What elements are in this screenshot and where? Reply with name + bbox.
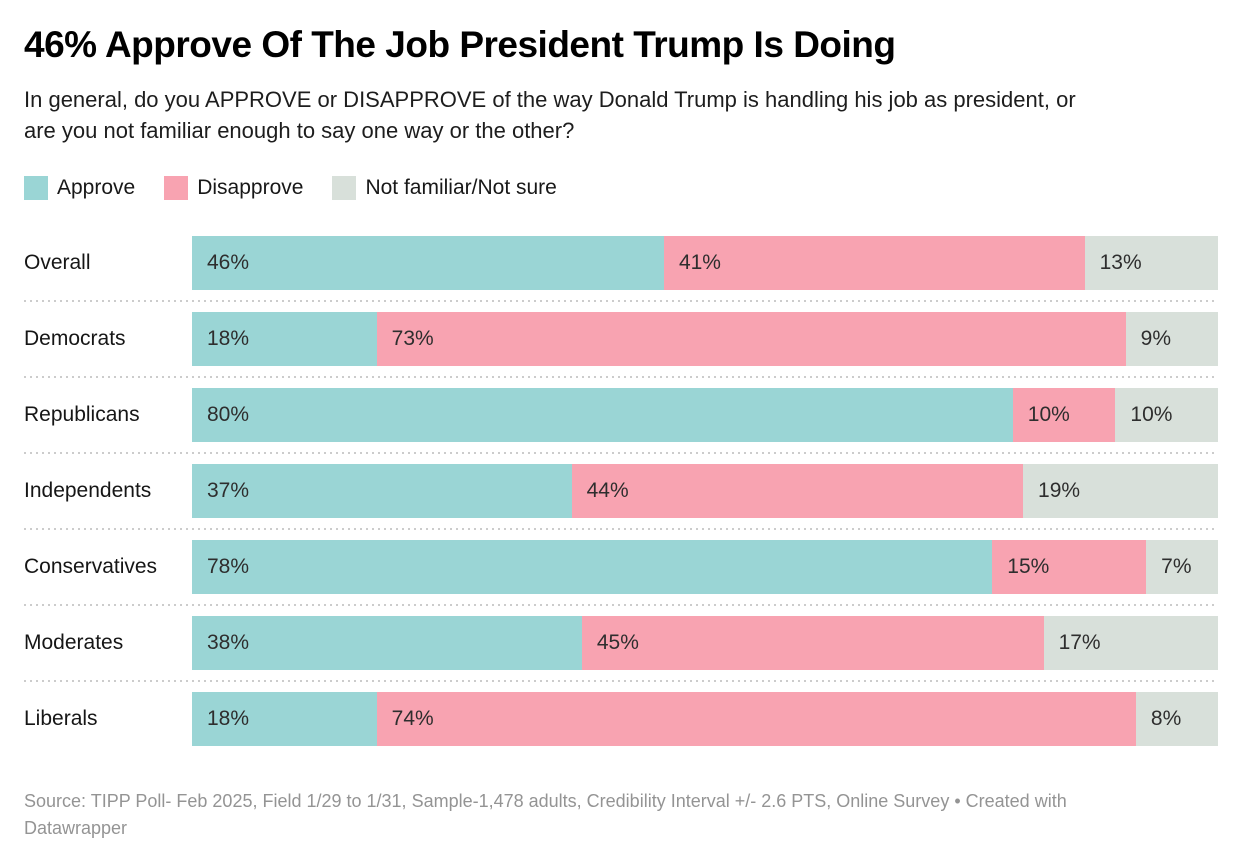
segment-value: 13% (1099, 251, 1142, 274)
segment-value: 78% (207, 555, 250, 578)
segment-disapprove: 73% (376, 312, 1126, 366)
row-separator (24, 594, 1218, 616)
row-separator (24, 366, 1218, 388)
category-label: Overall (24, 251, 91, 274)
segment-not-familiar-not-sure: 13% (1084, 236, 1218, 290)
segment-value: 73% (391, 327, 434, 350)
segment-not-familiar-not-sure: 9% (1125, 312, 1218, 366)
segment-value: 41% (678, 251, 721, 274)
stacked-bar: 18% 73% 9% (192, 312, 1218, 366)
datawrapper-attribution[interactable]: Created with Datawrapper (24, 791, 1067, 838)
row-separator (24, 518, 1218, 540)
segment-value: 10% (1027, 403, 1070, 426)
stacked-bar-chart: Overall 46% 41% 13% Democrats 18% 73% 9% Republi… (24, 236, 1218, 746)
row-separator (24, 670, 1218, 692)
segment-value: 44% (586, 479, 629, 502)
chart-row-independents: Independents 37% 44% 19% (24, 464, 1218, 518)
chart-row-moderates: Moderates 38% 45% 17% (24, 616, 1218, 670)
segment-value: 10% (1130, 403, 1173, 426)
segment-not-familiar-not-sure: 7% (1146, 540, 1218, 594)
category-label: Republicans (24, 403, 140, 426)
stacked-bar: 46% 41% 13% (192, 236, 1218, 290)
segment-value: 18% (207, 707, 250, 730)
stacked-bar: 78% 15% 7% (192, 540, 1218, 594)
segment-value: 45% (596, 631, 639, 654)
category-label: Independents (24, 479, 152, 502)
category-label: Moderates (24, 631, 124, 654)
stacked-bar: 80% 10% 10% (192, 388, 1218, 442)
segment-approve: 46% (192, 236, 664, 290)
segment-value: 46% (207, 251, 250, 274)
row-separator (24, 290, 1218, 312)
segment-value: 7% (1161, 555, 1192, 578)
segment-value: 18% (207, 327, 250, 350)
stacked-bar: 38% 45% 17% (192, 616, 1218, 670)
segment-value: 8% (1150, 707, 1182, 730)
legend-label-disapprove: Disapprove (197, 176, 304, 199)
chart-row-liberals: Liberals 18% 74% 8% (24, 692, 1218, 746)
segment-approve: 18% (192, 312, 377, 366)
segment-approve: 37% (192, 464, 572, 518)
segment-disapprove: 15% (992, 540, 1147, 594)
legend-label-not-familiar: Not familiar/Not sure (365, 176, 557, 199)
segment-disapprove: 44% (571, 464, 1024, 518)
source-line: Source: TIPP Poll- Feb 2025, Field 1/29 … (24, 788, 1154, 842)
row-separator (24, 442, 1218, 464)
segment-approve: 78% (192, 540, 993, 594)
chart-row-conservatives: Conservatives 78% 15% 7% (24, 540, 1218, 594)
stacked-bar: 37% 44% 19% (192, 464, 1218, 518)
segment-approve: 80% (192, 388, 1013, 442)
segment-not-familiar-not-sure: 19% (1023, 464, 1218, 518)
segment-disapprove: 74% (376, 692, 1136, 746)
legend-item-disapprove: Disapprove (164, 176, 303, 200)
category-label: Liberals (24, 707, 98, 730)
chart-subtitle: In general, do you APPROVE or DISAPPROVE… (24, 87, 1076, 143)
legend-swatch-not-familiar (332, 176, 357, 200)
legend-item-not-familiar: Not familiar/Not sure (332, 176, 557, 200)
segment-approve: 38% (192, 616, 582, 670)
legend-item-approve: Approve (24, 176, 135, 200)
chart-row-republicans: Republicans 80% 10% 10% (24, 388, 1218, 442)
chart-title: 46% Approve Of The Job President Trump I… (24, 24, 896, 65)
legend: Approve Disapprove Not familiar/Not sure (24, 176, 1218, 200)
segment-approve: 18% (192, 692, 377, 746)
segment-value: 9% (1140, 327, 1171, 350)
segment-disapprove: 45% (581, 616, 1044, 670)
segment-not-familiar-not-sure: 17% (1043, 616, 1218, 670)
chart-row-overall: Overall 46% 41% 13% (24, 236, 1218, 290)
stacked-bar: 18% 74% 8% (192, 692, 1218, 746)
segment-value: 37% (207, 479, 250, 502)
segment-value: 17% (1058, 631, 1101, 654)
segment-value: 19% (1038, 479, 1081, 502)
chart-rows: Overall 46% 41% 13% Democrats 18% 73% 9% Republi… (24, 236, 1218, 746)
segment-value: 80% (207, 403, 250, 426)
segment-value: 15% (1007, 555, 1050, 578)
legend-label-approve: Approve (57, 176, 136, 199)
segment-not-familiar-not-sure: 8% (1135, 692, 1218, 746)
segment-value: 74% (391, 707, 434, 730)
chart-row-democrats: Democrats 18% 73% 9% (24, 312, 1218, 366)
legend-swatch-approve (24, 176, 48, 200)
legend-swatch-disapprove (164, 176, 189, 200)
category-label: Conservatives (24, 555, 158, 578)
segment-disapprove: 41% (663, 236, 1085, 290)
segment-not-familiar-not-sure: 10% (1115, 388, 1218, 442)
segment-value: 38% (207, 631, 250, 654)
segment-disapprove: 10% (1012, 388, 1116, 442)
source-text: Source: TIPP Poll- Feb 2025, Field 1/29 … (24, 791, 950, 811)
source-separator: • (954, 791, 961, 811)
category-label: Democrats (24, 327, 126, 350)
